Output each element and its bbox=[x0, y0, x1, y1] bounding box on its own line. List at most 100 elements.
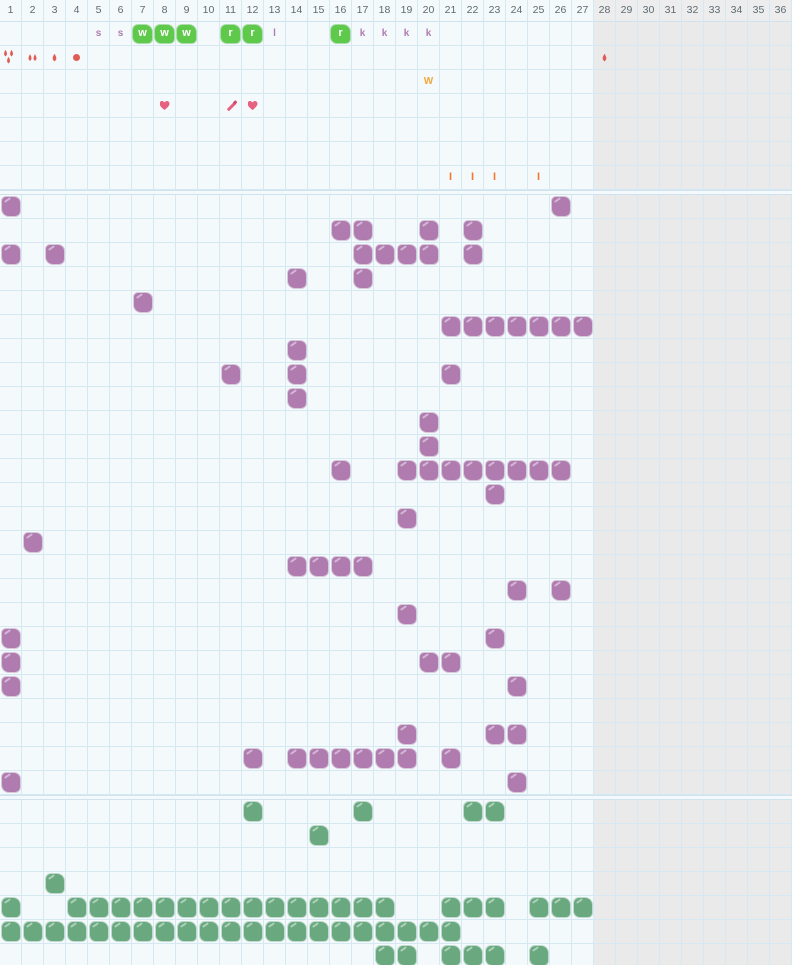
grid-cell-c15[interactable] bbox=[308, 243, 330, 267]
grid-cell-c24[interactable] bbox=[506, 824, 528, 848]
grid-cell-c12[interactable] bbox=[242, 315, 264, 339]
grid-cell-c11[interactable] bbox=[220, 627, 242, 651]
grid-cell-c16[interactable] bbox=[330, 46, 352, 70]
grid-cell-c36[interactable] bbox=[770, 387, 792, 411]
grid-cell-c18[interactable] bbox=[374, 848, 396, 872]
grid-cell-c27[interactable] bbox=[572, 219, 594, 243]
grid-cell-c34[interactable] bbox=[726, 243, 748, 267]
grid-cell-c31[interactable] bbox=[660, 675, 682, 699]
grid-cell-c2[interactable] bbox=[22, 627, 44, 651]
grid-cell-c30[interactable] bbox=[638, 555, 660, 579]
grid-cell-c15[interactable] bbox=[308, 848, 330, 872]
grid-cell-c32[interactable] bbox=[682, 579, 704, 603]
grid-cell-c32[interactable] bbox=[682, 315, 704, 339]
grid-cell-c22[interactable] bbox=[462, 94, 484, 118]
grid-cell-c15[interactable] bbox=[308, 435, 330, 459]
grid-cell-c1[interactable] bbox=[0, 896, 22, 920]
grid-cell-c29[interactable] bbox=[616, 267, 638, 291]
grid-cell-c23[interactable] bbox=[484, 872, 506, 896]
grid-cell-c11[interactable] bbox=[220, 896, 242, 920]
grid-cell-c10[interactable] bbox=[198, 675, 220, 699]
grid-cell-c26[interactable] bbox=[550, 531, 572, 555]
grid-cell-c12[interactable] bbox=[242, 411, 264, 435]
grid-cell-c28[interactable] bbox=[594, 435, 616, 459]
grid-cell-c11[interactable] bbox=[220, 339, 242, 363]
grid-cell-c4[interactable] bbox=[66, 363, 88, 387]
grid-cell-c2[interactable] bbox=[22, 579, 44, 603]
grid-cell-c1[interactable] bbox=[0, 872, 22, 896]
grid-cell-c25[interactable] bbox=[528, 699, 550, 723]
grid-cell-c4[interactable] bbox=[66, 771, 88, 795]
grid-cell-c4[interactable] bbox=[66, 896, 88, 920]
grid-cell-c33[interactable] bbox=[704, 896, 726, 920]
grid-cell-c1[interactable] bbox=[0, 848, 22, 872]
grid-cell-c5[interactable] bbox=[88, 627, 110, 651]
grid-cell-c6[interactable] bbox=[110, 339, 132, 363]
grid-cell-c17[interactable] bbox=[352, 339, 374, 363]
grid-cell-c5[interactable] bbox=[88, 944, 110, 965]
grid-cell-c3[interactable] bbox=[44, 603, 66, 627]
grid-cell-c14[interactable] bbox=[286, 339, 308, 363]
grid-cell-c24[interactable] bbox=[506, 243, 528, 267]
grid-cell-c12[interactable] bbox=[242, 824, 264, 848]
grid-cell-c10[interactable] bbox=[198, 387, 220, 411]
grid-cell-c32[interactable] bbox=[682, 507, 704, 531]
grid-cell-c11[interactable] bbox=[220, 723, 242, 747]
grid-cell-c17[interactable] bbox=[352, 411, 374, 435]
grid-cell-c21[interactable] bbox=[440, 771, 462, 795]
grid-cell-c8[interactable] bbox=[154, 219, 176, 243]
grid-cell-c28[interactable] bbox=[594, 411, 616, 435]
grid-cell-c11[interactable] bbox=[220, 219, 242, 243]
grid-cell-c5[interactable] bbox=[88, 195, 110, 219]
grid-cell-c26[interactable] bbox=[550, 771, 572, 795]
grid-cell-c22[interactable] bbox=[462, 920, 484, 944]
grid-cell-c11[interactable] bbox=[220, 872, 242, 896]
grid-cell-c36[interactable] bbox=[770, 675, 792, 699]
grid-cell-c25[interactable] bbox=[528, 243, 550, 267]
grid-cell-c30[interactable] bbox=[638, 267, 660, 291]
grid-cell-c26[interactable] bbox=[550, 46, 572, 70]
grid-cell-c2[interactable] bbox=[22, 339, 44, 363]
grid-cell-c7[interactable] bbox=[132, 555, 154, 579]
grid-cell-c26[interactable] bbox=[550, 315, 572, 339]
grid-cell-c7[interactable] bbox=[132, 315, 154, 339]
grid-cell-c7[interactable] bbox=[132, 291, 154, 315]
grid-cell-c1[interactable] bbox=[0, 142, 22, 166]
grid-cell-c7[interactable] bbox=[132, 483, 154, 507]
grid-cell-c9[interactable] bbox=[176, 555, 198, 579]
grid-cell-c12[interactable] bbox=[242, 118, 264, 142]
grid-cell-c7[interactable] bbox=[132, 46, 154, 70]
grid-cell-c30[interactable] bbox=[638, 507, 660, 531]
grid-cell-c34[interactable] bbox=[726, 555, 748, 579]
grid-cell-c6[interactable] bbox=[110, 800, 132, 824]
grid-cell-c21[interactable] bbox=[440, 723, 462, 747]
grid-cell-c11[interactable] bbox=[220, 555, 242, 579]
grid-cell-c5[interactable] bbox=[88, 70, 110, 94]
grid-cell-c14[interactable] bbox=[286, 651, 308, 675]
grid-cell-c35[interactable] bbox=[748, 824, 770, 848]
grid-cell-c2[interactable] bbox=[22, 94, 44, 118]
grid-cell-c13[interactable] bbox=[264, 944, 286, 965]
grid-cell-c4[interactable] bbox=[66, 291, 88, 315]
grid-cell-c11[interactable]: r bbox=[220, 22, 242, 46]
grid-cell-c10[interactable] bbox=[198, 22, 220, 46]
grid-cell-c5[interactable] bbox=[88, 94, 110, 118]
grid-cell-c8[interactable] bbox=[154, 848, 176, 872]
grid-cell-c29[interactable] bbox=[616, 339, 638, 363]
grid-cell-c12[interactable] bbox=[242, 166, 264, 190]
grid-cell-c11[interactable] bbox=[220, 363, 242, 387]
grid-cell-c31[interactable] bbox=[660, 771, 682, 795]
grid-cell-c17[interactable] bbox=[352, 555, 374, 579]
grid-cell-c12[interactable] bbox=[242, 747, 264, 771]
grid-cell-c22[interactable] bbox=[462, 142, 484, 166]
grid-cell-c10[interactable] bbox=[198, 699, 220, 723]
grid-cell-c16[interactable] bbox=[330, 627, 352, 651]
grid-cell-c26[interactable] bbox=[550, 339, 572, 363]
grid-cell-c30[interactable] bbox=[638, 363, 660, 387]
grid-cell-c23[interactable] bbox=[484, 531, 506, 555]
grid-cell-c2[interactable] bbox=[22, 435, 44, 459]
grid-cell-c15[interactable] bbox=[308, 944, 330, 965]
grid-cell-c16[interactable] bbox=[330, 363, 352, 387]
grid-cell-c13[interactable] bbox=[264, 872, 286, 896]
grid-cell-c19[interactable] bbox=[396, 483, 418, 507]
